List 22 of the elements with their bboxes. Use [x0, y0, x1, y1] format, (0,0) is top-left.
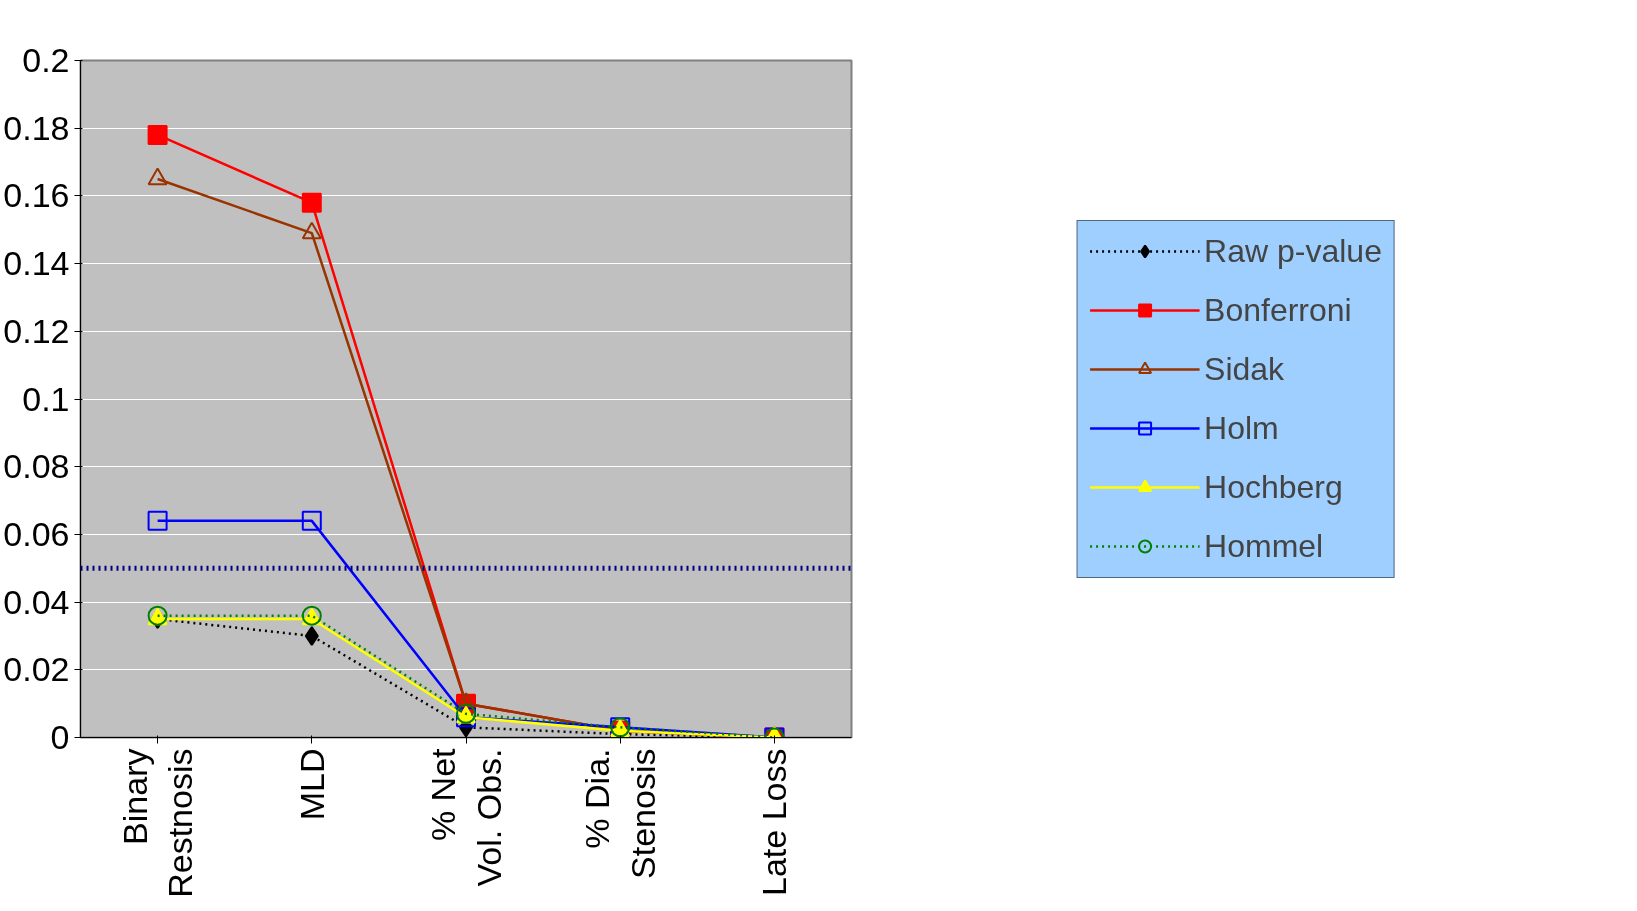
y-tick-label: 0.14	[3, 244, 70, 283]
y-tick-label: 0.2	[22, 41, 70, 79]
y-tick-label: 0	[50, 718, 70, 756]
x-tick-label: % Net Vol. Obs.	[424, 747, 508, 887]
legend-label: Bonferroni	[1204, 291, 1352, 329]
x-tick-label: Late Loss	[755, 748, 794, 896]
y-tick-label: 0.06	[3, 514, 70, 553]
x-tick-label: % Dia. Stenosis	[578, 748, 662, 879]
legend-label: Holm	[1204, 409, 1279, 447]
x-tick-label: MLD	[292, 748, 331, 821]
legend-label: Hommel	[1204, 527, 1324, 565]
y-tick-label: 0.16	[3, 176, 70, 215]
y-tick-label: 0.08	[3, 447, 70, 486]
legend-label: Sidak	[1204, 350, 1285, 388]
y-tick-label: 0.02	[3, 650, 70, 689]
y-tick-label: 0.18	[3, 108, 70, 147]
x-tick-label: Binary Restnosis	[115, 748, 200, 898]
y-tick-label: 0.04	[3, 582, 70, 621]
legend-label: Raw p-value	[1204, 232, 1382, 270]
legend-label: Hochberg	[1204, 468, 1343, 506]
y-tick-label: 0.1	[22, 379, 70, 418]
y-tick-label: 0.12	[3, 311, 70, 350]
